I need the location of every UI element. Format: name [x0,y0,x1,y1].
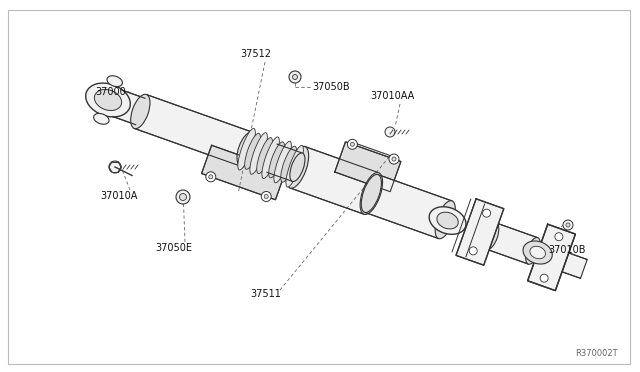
Ellipse shape [237,132,256,166]
Text: 37000: 37000 [95,87,125,97]
Text: R370002T: R370002T [575,349,618,358]
Ellipse shape [523,241,552,264]
Ellipse shape [257,138,273,174]
Text: 37050B: 37050B [312,82,349,92]
Ellipse shape [286,145,303,187]
Ellipse shape [530,246,545,259]
Circle shape [389,154,399,164]
Circle shape [555,233,563,241]
Ellipse shape [360,173,383,214]
Polygon shape [527,224,575,291]
Ellipse shape [525,238,540,264]
Ellipse shape [361,174,381,212]
Ellipse shape [244,133,260,169]
Circle shape [469,247,477,255]
Ellipse shape [435,201,455,239]
Text: 37511: 37511 [250,289,281,299]
Text: 37010B: 37010B [548,245,586,255]
Ellipse shape [484,223,499,250]
Polygon shape [365,174,452,238]
Circle shape [348,139,357,149]
Circle shape [563,220,573,230]
Ellipse shape [93,113,109,124]
Circle shape [264,195,268,199]
Polygon shape [335,142,401,192]
Ellipse shape [437,212,458,229]
Circle shape [109,161,121,173]
Ellipse shape [250,133,268,174]
Ellipse shape [86,83,131,117]
Ellipse shape [274,141,291,183]
Ellipse shape [107,76,122,87]
Polygon shape [290,147,379,214]
Circle shape [289,71,301,83]
Circle shape [540,274,548,282]
Ellipse shape [429,207,466,234]
Polygon shape [267,144,303,182]
Ellipse shape [131,94,150,129]
Circle shape [206,172,216,182]
Polygon shape [456,199,504,265]
Ellipse shape [94,90,122,110]
Circle shape [176,190,190,204]
Circle shape [350,142,355,146]
Ellipse shape [286,146,308,188]
Text: 37512: 37512 [240,49,271,59]
Ellipse shape [262,137,280,179]
Circle shape [483,209,491,217]
Text: 37050E: 37050E [155,243,192,253]
Ellipse shape [238,128,255,170]
Polygon shape [487,223,538,264]
Circle shape [566,223,570,227]
Circle shape [385,127,395,137]
Circle shape [209,175,212,179]
Circle shape [179,193,186,201]
Polygon shape [202,145,285,200]
Text: 37010A: 37010A [100,191,138,201]
Ellipse shape [281,146,296,182]
Ellipse shape [269,142,285,178]
Circle shape [292,74,298,80]
Circle shape [261,192,271,202]
Polygon shape [113,90,145,125]
Ellipse shape [290,153,305,182]
Text: 37010AA: 37010AA [370,91,414,101]
Circle shape [392,157,396,161]
Polygon shape [134,94,253,166]
Polygon shape [562,253,588,278]
